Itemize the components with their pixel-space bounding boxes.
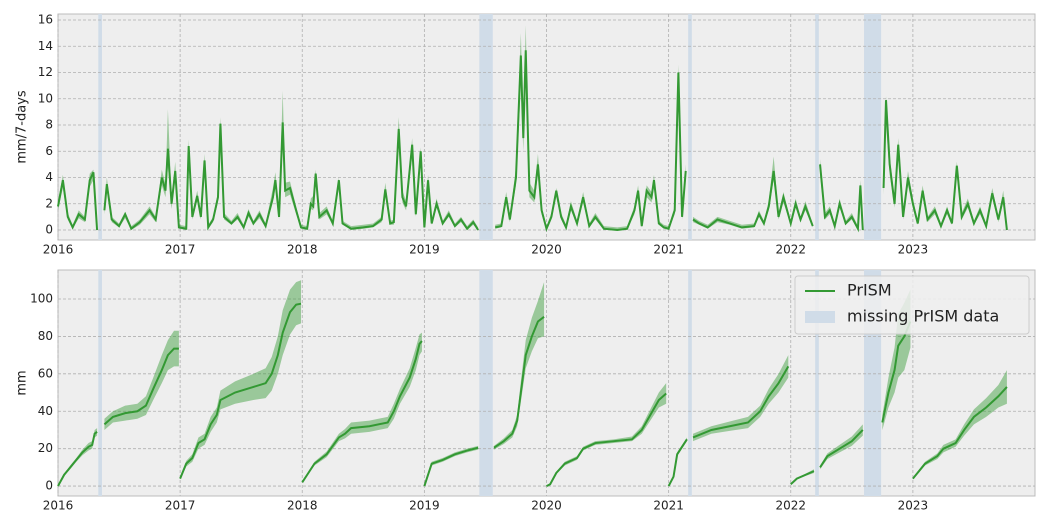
y-tick-label: 0 <box>45 479 53 493</box>
legend-label: PrISM <box>847 281 892 300</box>
missing-span <box>815 270 819 496</box>
y-tick-label: 14 <box>38 39 53 53</box>
series-line <box>57 302 1008 487</box>
y-axis-label: mm <box>15 370 30 395</box>
x-tick-label: 2021 <box>653 499 684 513</box>
x-tick-label: 2016 <box>43 243 74 257</box>
x-tick-label: 2023 <box>898 499 929 513</box>
missing-span <box>688 270 692 496</box>
legend-swatch <box>805 311 835 323</box>
x-tick-label: 2016 <box>43 499 74 513</box>
y-tick-label: 2 <box>45 196 53 210</box>
x-tick-label: 2017 <box>165 243 196 257</box>
x-tick-label: 2018 <box>287 243 318 257</box>
y-tick-label: 12 <box>38 65 53 79</box>
x-tick-label: 2022 <box>775 499 806 513</box>
x-tick-label: 2019 <box>409 243 440 257</box>
missing-span <box>98 14 102 240</box>
y-tick-label: 20 <box>38 441 53 455</box>
x-tick-label: 2017 <box>165 499 196 513</box>
y-tick-label: 100 <box>30 291 53 305</box>
y-tick-label: 4 <box>45 170 53 184</box>
missing-span <box>479 14 493 240</box>
y-tick-label: 40 <box>38 404 53 418</box>
series-line <box>57 50 1008 233</box>
missing-span <box>98 270 102 496</box>
x-tick-label: 2019 <box>409 499 440 513</box>
missing-span <box>815 14 819 240</box>
x-tick-label: 2020 <box>531 499 562 513</box>
y-axis-label: mm/7-days <box>15 90 30 164</box>
missing-span <box>864 14 882 240</box>
y-tick-label: 6 <box>45 144 53 158</box>
y-tick-label: 10 <box>38 91 53 105</box>
y-tick-label: 16 <box>38 13 53 27</box>
legend-box <box>794 275 1030 335</box>
x-tick-label: 2022 <box>775 243 806 257</box>
missing-span <box>479 270 493 496</box>
y-tick-label: 0 <box>45 223 53 237</box>
y-tick-label: 8 <box>45 118 53 132</box>
x-tick-label: 2023 <box>898 243 929 257</box>
missing-span <box>688 14 692 240</box>
uncertainty-band <box>58 25 1007 231</box>
x-tick-label: 2021 <box>653 243 684 257</box>
uncertainty-band <box>58 280 1007 487</box>
x-tick-label: 2020 <box>531 243 562 257</box>
y-tick-label: 60 <box>38 366 53 380</box>
legend-label: missing PrISM data <box>847 307 999 326</box>
y-tick-label: 80 <box>38 329 53 343</box>
x-tick-label: 2018 <box>287 499 318 513</box>
